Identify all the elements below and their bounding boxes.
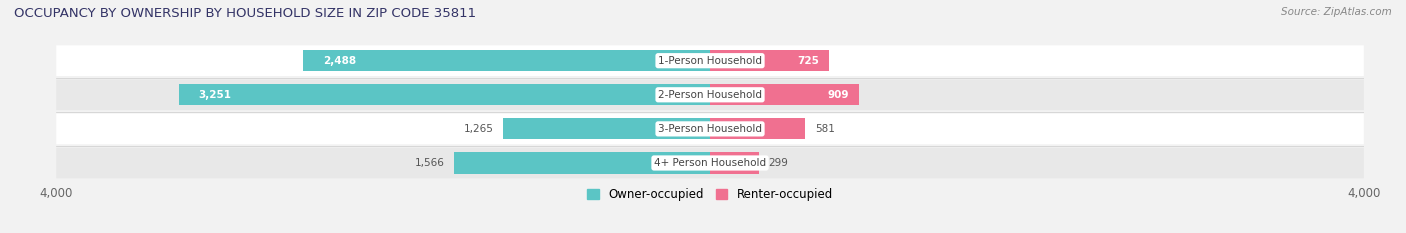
Bar (710, 118, 806, 140)
Bar (304, 50, 710, 71)
FancyBboxPatch shape (56, 148, 1364, 178)
FancyBboxPatch shape (56, 45, 1364, 76)
Bar (454, 152, 710, 174)
Bar (503, 118, 710, 140)
Text: OCCUPANCY BY OWNERSHIP BY HOUSEHOLD SIZE IN ZIP CODE 35811: OCCUPANCY BY OWNERSHIP BY HOUSEHOLD SIZE… (14, 7, 477, 20)
Legend: Owner-occupied, Renter-occupied: Owner-occupied, Renter-occupied (586, 188, 834, 201)
Text: 2,488: 2,488 (323, 56, 356, 66)
Bar (710, 84, 859, 105)
Text: 1-Person Household: 1-Person Household (658, 56, 762, 66)
Text: 299: 299 (769, 158, 789, 168)
Text: 3-Person Household: 3-Person Household (658, 124, 762, 134)
Text: 3,251: 3,251 (198, 90, 231, 100)
Bar (179, 84, 710, 105)
FancyBboxPatch shape (56, 79, 1364, 110)
Text: 725: 725 (797, 56, 818, 66)
Text: 4+ Person Household: 4+ Person Household (654, 158, 766, 168)
Text: 581: 581 (815, 124, 835, 134)
Bar (710, 152, 759, 174)
Bar (710, 50, 828, 71)
Text: 909: 909 (827, 90, 849, 100)
FancyBboxPatch shape (56, 113, 1364, 144)
Text: Source: ZipAtlas.com: Source: ZipAtlas.com (1281, 7, 1392, 17)
Text: 2-Person Household: 2-Person Household (658, 90, 762, 100)
Text: 1,265: 1,265 (464, 124, 494, 134)
Text: 1,566: 1,566 (415, 158, 444, 168)
